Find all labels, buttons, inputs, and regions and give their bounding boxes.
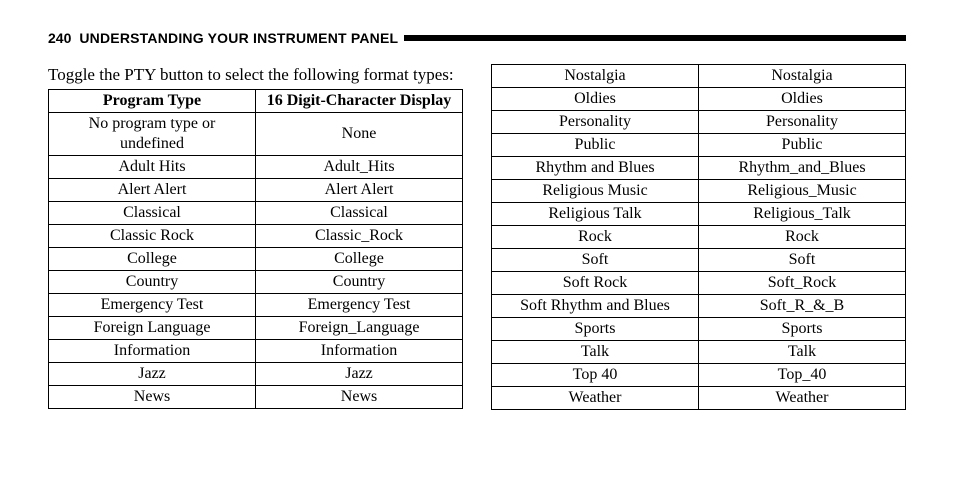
cell-display: Rock	[699, 226, 906, 249]
left-column: Toggle the PTY button to select the foll…	[48, 64, 463, 410]
cell-display: News	[256, 385, 463, 408]
cell-display: Sports	[699, 318, 906, 341]
table-row: PublicPublic	[492, 134, 906, 157]
table-row: Emergency TestEmergency Test	[49, 293, 463, 316]
table-header-row: Program Type 16 Digit-Character Display	[49, 89, 463, 112]
table-row: OldiesOldies	[492, 88, 906, 111]
table-row: CollegeCollege	[49, 247, 463, 270]
table-row: Classic RockClassic_Rock	[49, 224, 463, 247]
table-row: Top 40Top_40	[492, 364, 906, 387]
table-row: Soft Rhythm and BluesSoft_R_&_B	[492, 295, 906, 318]
cell-display: Information	[256, 339, 463, 362]
header-rule	[404, 35, 906, 41]
table-row: No program type or undefinedNone	[49, 112, 463, 155]
table-row: CountryCountry	[49, 270, 463, 293]
page-number: 240	[48, 30, 71, 46]
cell-program-type: Weather	[492, 387, 699, 410]
table-row: TalkTalk	[492, 341, 906, 364]
cell-program-type: Oldies	[492, 88, 699, 111]
table-row: RockRock	[492, 226, 906, 249]
cell-program-type: No program type or undefined	[49, 112, 256, 155]
cell-program-type: Alert Alert	[49, 178, 256, 201]
program-type-table-right: NostalgiaNostalgia OldiesOldies Personal…	[491, 64, 906, 410]
cell-program-type: Religious Music	[492, 180, 699, 203]
program-type-table-left: Program Type 16 Digit-Character Display …	[48, 89, 463, 409]
right-column: NostalgiaNostalgia OldiesOldies Personal…	[491, 64, 906, 410]
table-row: NostalgiaNostalgia	[492, 65, 906, 88]
table-row: Rhythm and BluesRhythm_and_Blues	[492, 157, 906, 180]
cell-display: Adult_Hits	[256, 155, 463, 178]
cell-program-type: Soft Rhythm and Blues	[492, 295, 699, 318]
cell-display: Top_40	[699, 364, 906, 387]
cell-program-type: Country	[49, 270, 256, 293]
cell-display: Soft_Rock	[699, 272, 906, 295]
cell-display: None	[256, 112, 463, 155]
table-row: Adult HitsAdult_Hits	[49, 155, 463, 178]
cell-display: Soft_R_&_B	[699, 295, 906, 318]
cell-program-type: Rhythm and Blues	[492, 157, 699, 180]
cell-display: Classical	[256, 201, 463, 224]
cell-program-type: News	[49, 385, 256, 408]
cell-display: Personality	[699, 111, 906, 134]
intro-text: Toggle the PTY button to select the foll…	[48, 64, 463, 87]
cell-program-type: Personality	[492, 111, 699, 134]
cell-display: Weather	[699, 387, 906, 410]
page-header: 240 UNDERSTANDING YOUR INSTRUMENT PANEL	[48, 30, 906, 46]
table-row: NewsNews	[49, 385, 463, 408]
cell-program-type: Classic Rock	[49, 224, 256, 247]
cell-program-type: Talk	[492, 341, 699, 364]
cell-program-type: Public	[492, 134, 699, 157]
cell-display: Nostalgia	[699, 65, 906, 88]
cell-display: Talk	[699, 341, 906, 364]
content-columns: Toggle the PTY button to select the foll…	[48, 64, 906, 410]
cell-program-type: Soft Rock	[492, 272, 699, 295]
cell-program-type: Soft	[492, 249, 699, 272]
table-row: ClassicalClassical	[49, 201, 463, 224]
cell-display: Oldies	[699, 88, 906, 111]
cell-display: Rhythm_and_Blues	[699, 157, 906, 180]
cell-program-type: Nostalgia	[492, 65, 699, 88]
cell-display: Religious_Talk	[699, 203, 906, 226]
table-row: Soft RockSoft_Rock	[492, 272, 906, 295]
cell-display: Country	[256, 270, 463, 293]
table-row: Religious TalkReligious_Talk	[492, 203, 906, 226]
cell-program-type: Information	[49, 339, 256, 362]
cell-program-type: Foreign Language	[49, 316, 256, 339]
section-title: UNDERSTANDING YOUR INSTRUMENT PANEL	[79, 30, 398, 46]
cell-display: Jazz	[256, 362, 463, 385]
table-row: InformationInformation	[49, 339, 463, 362]
page: 240 UNDERSTANDING YOUR INSTRUMENT PANEL …	[0, 0, 954, 410]
cell-program-type: College	[49, 247, 256, 270]
table-row: WeatherWeather	[492, 387, 906, 410]
cell-program-type: Jazz	[49, 362, 256, 385]
table-row: JazzJazz	[49, 362, 463, 385]
cell-display: Classic_Rock	[256, 224, 463, 247]
col-header-program-type: Program Type	[49, 89, 256, 112]
table-row: Religious MusicReligious_Music	[492, 180, 906, 203]
table-row: Foreign LanguageForeign_Language	[49, 316, 463, 339]
cell-display: Foreign_Language	[256, 316, 463, 339]
table-row: SoftSoft	[492, 249, 906, 272]
cell-display: Emergency Test	[256, 293, 463, 316]
table-row: Alert AlertAlert Alert	[49, 178, 463, 201]
cell-program-type: Emergency Test	[49, 293, 256, 316]
cell-display: College	[256, 247, 463, 270]
cell-program-type: Adult Hits	[49, 155, 256, 178]
cell-display: Religious_Music	[699, 180, 906, 203]
table-row: SportsSports	[492, 318, 906, 341]
cell-display: Public	[699, 134, 906, 157]
cell-display: Soft	[699, 249, 906, 272]
table-row: PersonalityPersonality	[492, 111, 906, 134]
cell-program-type: Top 40	[492, 364, 699, 387]
col-header-display: 16 Digit-Character Display	[256, 89, 463, 112]
cell-program-type: Rock	[492, 226, 699, 249]
cell-display: Alert Alert	[256, 178, 463, 201]
cell-program-type: Religious Talk	[492, 203, 699, 226]
cell-program-type: Sports	[492, 318, 699, 341]
cell-program-type: Classical	[49, 201, 256, 224]
